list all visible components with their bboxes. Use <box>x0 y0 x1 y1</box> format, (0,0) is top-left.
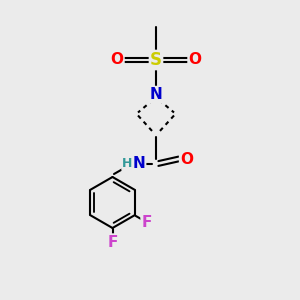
Text: F: F <box>142 215 152 230</box>
Text: O: O <box>110 52 124 68</box>
Text: N: N <box>133 156 146 171</box>
Text: N: N <box>150 87 162 102</box>
Text: H: H <box>122 157 133 170</box>
Text: S: S <box>150 51 162 69</box>
Text: O: O <box>180 152 193 166</box>
Text: F: F <box>107 235 118 250</box>
Text: O: O <box>188 52 202 68</box>
